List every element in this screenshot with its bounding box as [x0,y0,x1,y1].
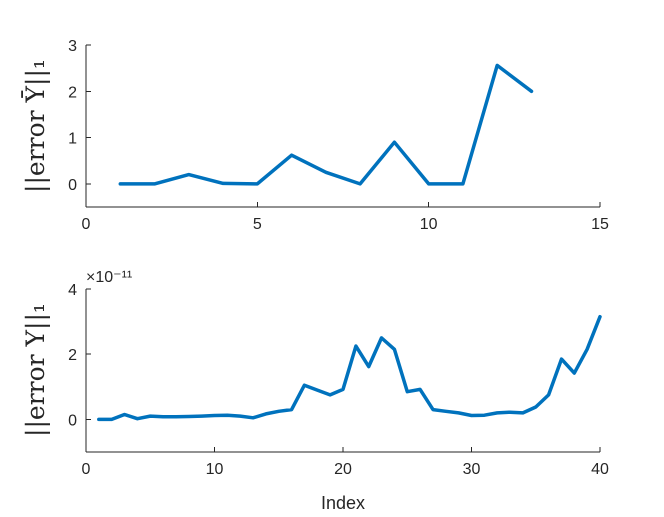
top-x-ticks: 0 5 10 15 [82,202,609,233]
top-plot-area [118,63,534,186]
top-y-axis-label: ||error Ȳ||₁ [21,59,51,193]
bottom-y-ticks: 0 2 4 [68,282,91,429]
bottom-x-ticks: 0 10 20 30 40 [82,447,609,478]
bottom-subplot: 0 10 20 30 40 0 2 4 ×10⁻¹¹ ||error Y||₁ Index [21,269,609,513]
top-y-tick-label: 3 [68,38,77,55]
bottom-y-axis-label: ||error Y||₁ [21,303,51,437]
top-y-tick-label: 2 [68,84,77,101]
bottom-y-tick-label: 2 [68,347,77,364]
top-y-tick-label: 1 [68,131,77,148]
bottom-x-tick-label: 20 [334,461,352,478]
top-subplot: 0 5 10 15 0 1 2 3 ||error Ȳ||₁ [21,38,609,233]
top-series-line [118,63,534,186]
bottom-plot-area [97,314,602,422]
top-x-tick-label: 10 [420,216,438,233]
top-x-tick-label: 0 [82,216,91,233]
bottom-y-exponent: ×10⁻¹¹ [86,269,132,286]
bottom-series-line [97,314,602,422]
top-y-ticks: 0 1 2 3 [68,38,91,194]
bottom-x-tick-label: 0 [82,461,91,478]
bottom-y-tick-label: 4 [68,282,77,299]
bottom-x-tick-label: 30 [463,461,481,478]
top-x-tick-label: 15 [591,216,609,233]
top-y-tick-label: 0 [68,177,77,194]
top-x-tick-label: 5 [253,216,262,233]
bottom-x-tick-label: 40 [591,461,609,478]
bottom-y-tick-label: 0 [68,412,77,429]
bottom-x-tick-label: 10 [206,461,224,478]
bottom-x-axis-label: Index [321,493,365,513]
